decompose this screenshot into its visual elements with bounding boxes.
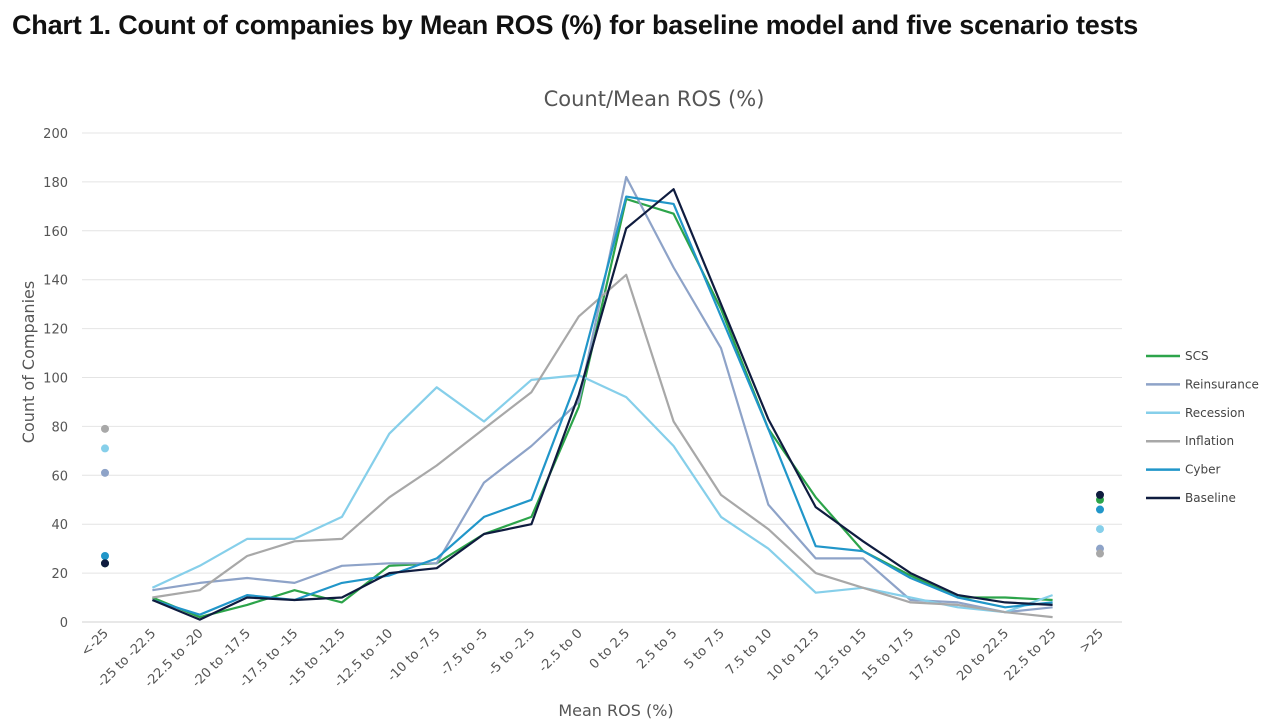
series-line-reinsurance (152, 175, 1053, 614)
y-tick-label: 120 (43, 323, 68, 338)
point-inflation (101, 424, 109, 433)
legend-label: SCS (1185, 349, 1209, 363)
y-tick-label: 180 (43, 176, 68, 191)
x-axis-ticks: <-25-25 to -22.5-22.5 to -20-20 to -17.5… (78, 626, 1106, 690)
point-baseline (1096, 490, 1104, 499)
legend-label: Inflation (1185, 434, 1234, 448)
x-tick-label: 22.5 to 25 (1002, 626, 1060, 684)
x-tick-label: -7.5 to -5 (438, 626, 491, 679)
y-axis-title: Count of Companies (19, 281, 38, 443)
y-tick-label: 80 (51, 420, 68, 435)
point-cyber (101, 551, 109, 560)
point-baseline (101, 559, 109, 568)
point-recession (101, 444, 109, 453)
x-tick-label: -2.5 to 0 (536, 626, 585, 675)
point-inflation (1096, 549, 1104, 558)
legend-label: Reinsurance (1185, 377, 1259, 391)
point-cyber (1096, 505, 1104, 514)
y-tick-label: 200 (43, 127, 68, 142)
x-tick-label: >25 (1077, 626, 1107, 656)
x-axis-title: Mean ROS (%) (558, 701, 673, 720)
legend-label: Recession (1185, 406, 1245, 420)
x-tick-label: 5 to 7.5 (682, 626, 728, 672)
y-tick-label: 100 (43, 372, 68, 387)
legend-label: Cyber (1185, 463, 1220, 477)
y-axis-ticks: 0 20 40 60 80 100 120 140 160 180 200 (43, 127, 68, 631)
chart-title: Count/Mean ROS (%) (544, 87, 765, 111)
x-tick-label: 2.5 to 5 (634, 626, 680, 672)
page-title: Chart 1. Count of companies by Mean ROS … (12, 10, 1139, 40)
outlier-points (101, 424, 1104, 568)
y-tick-label: 0 (60, 616, 68, 631)
series-lines (151, 175, 1053, 621)
series-line-inflation (152, 273, 1053, 619)
x-tick-label: <-25 (78, 626, 111, 659)
y-tick-label: 60 (51, 469, 68, 484)
series-line-baseline (151, 188, 1053, 621)
y-tick-label: 140 (43, 274, 68, 289)
y-tick-label: 20 (51, 567, 68, 582)
series-line-recession (151, 374, 1053, 614)
x-tick-label: -5 to -2.5 (485, 626, 538, 679)
series-line-cyber (152, 195, 1053, 616)
legend-label: Baseline (1185, 491, 1236, 505)
point-recession (1096, 525, 1104, 534)
point-reinsurance (101, 468, 109, 477)
y-tick-label: 40 (51, 518, 68, 533)
y-tick-label: 160 (43, 225, 68, 240)
legend: SCS Reinsurance Recession Inflation Cyber Bas… (1146, 349, 1259, 505)
gridlines (82, 132, 1122, 623)
series-line-scs (151, 197, 1053, 619)
x-tick-label: 0 to 2.5 (587, 626, 633, 672)
